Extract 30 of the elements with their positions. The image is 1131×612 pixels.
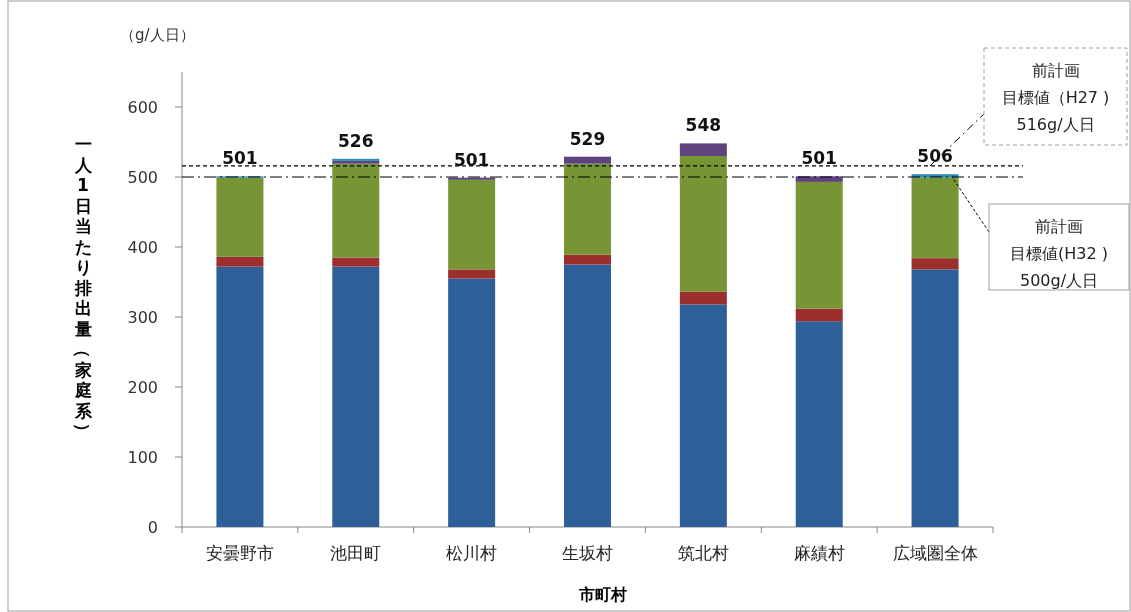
x-tick-label: 池田町 bbox=[330, 543, 382, 563]
x-tick-label: 麻績村 bbox=[793, 543, 845, 563]
x-tick-label: 安曇野市 bbox=[205, 543, 274, 563]
annotation: 目標値（H27 ) bbox=[1001, 88, 1110, 107]
x-tick-label: 広域圏全体 bbox=[892, 543, 978, 563]
total-label: 529 bbox=[569, 128, 606, 149]
total-label: 501 bbox=[453, 149, 490, 170]
text: （g/人日） bbox=[120, 26, 195, 44]
x-tick-label: 松川村 bbox=[446, 543, 498, 563]
text: 前計画 bbox=[1035, 217, 1083, 236]
y-tick-label: 400 bbox=[127, 238, 158, 257]
y-tick-label: 200 bbox=[127, 378, 158, 397]
total-label: 501 bbox=[801, 148, 837, 169]
annotation: 500g/人日 bbox=[1019, 271, 1099, 290]
total-label: 506 bbox=[917, 146, 953, 167]
y-tick-label: 300 bbox=[127, 308, 158, 327]
x-axis-title: 市町村 bbox=[577, 585, 627, 604]
total-label: 548 bbox=[685, 115, 722, 136]
y-tick-label: 0 bbox=[147, 518, 158, 537]
y-tick-label: 600 bbox=[127, 98, 158, 117]
text: 一人1日当たり排出量（家庭系） bbox=[73, 134, 93, 440]
total-label: 501 bbox=[222, 148, 258, 169]
annotation: 516g/人日 bbox=[1016, 115, 1095, 134]
y-tick-label: 100 bbox=[127, 448, 158, 467]
x-tick-label: 生坂村 bbox=[562, 543, 613, 563]
total-label: 526 bbox=[338, 130, 374, 151]
annotation: 目標値(H32 ) bbox=[1010, 244, 1108, 263]
y-tick-label: 500 bbox=[127, 168, 158, 187]
text: 前計画 bbox=[1031, 61, 1080, 80]
x-tick-label: 筑北村 bbox=[677, 543, 729, 563]
